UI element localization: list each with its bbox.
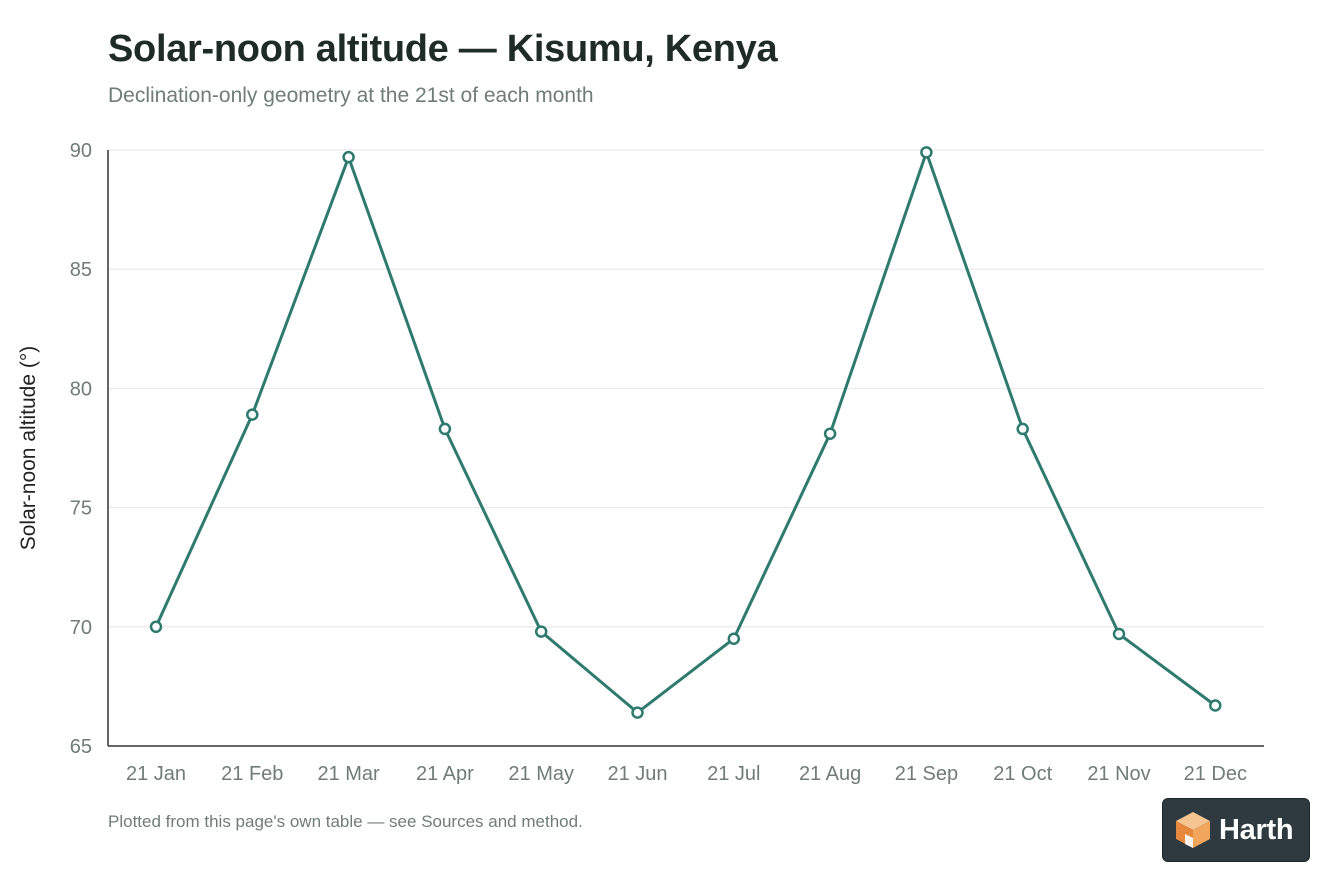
- grid-lines: [108, 149, 1264, 628]
- data-point[interactable]: [1209, 699, 1222, 712]
- x-tick-label: 21 May: [508, 763, 574, 785]
- data-points: [149, 146, 1222, 719]
- y-tick-labels: 65 70 75 80 85 90: [70, 140, 92, 758]
- data-point[interactable]: [920, 146, 933, 159]
- x-tick-label: 21 Feb: [221, 763, 283, 785]
- data-point[interactable]: [438, 422, 452, 436]
- y-tick-label: 80: [70, 378, 92, 400]
- harth-cube-icon: [1176, 812, 1210, 848]
- brand-logo[interactable]: Harth: [1162, 798, 1310, 862]
- chart-title: Solar-noon altitude — Kisumu, Kenya: [108, 28, 778, 70]
- x-tick-label: 21 Dec: [1184, 763, 1247, 785]
- data-point[interactable]: [149, 620, 163, 634]
- chart-subtitle: Declination-only geometry at the 21st of…: [108, 84, 594, 107]
- x-tick-label: 21 Aug: [799, 763, 861, 785]
- x-tick-label: 21 Jan: [126, 763, 186, 785]
- data-point[interactable]: [823, 427, 837, 440]
- x-tick-label: 21 Apr: [416, 763, 474, 785]
- x-tick-label: 21 Nov: [1087, 763, 1150, 785]
- y-tick-label: 90: [70, 140, 92, 162]
- brand-name: Harth: [1219, 813, 1294, 846]
- footnote: Plotted from this page's own table — see…: [108, 812, 583, 831]
- y-tick-label: 85: [70, 259, 92, 281]
- data-point[interactable]: [631, 706, 644, 719]
- series-line-group: [154, 150, 1217, 715]
- x-tick-label: 21 Mar: [317, 763, 380, 785]
- y-tick-label: 65: [70, 736, 92, 758]
- data-point[interactable]: [1016, 422, 1029, 436]
- x-tick-label: 21 Jun: [607, 763, 667, 785]
- y-axis-label: Solar-noon altitude (°): [17, 346, 40, 551]
- y-tick-label: 70: [70, 617, 92, 639]
- data-point[interactable]: [727, 632, 741, 645]
- data-point[interactable]: [342, 150, 355, 164]
- data-point[interactable]: [534, 625, 548, 638]
- axes: [107, 150, 1264, 747]
- x-tick-labels: 21 Jan 21 Feb 21 Mar 21 Apr 21 May 21 Jun 21 J…: [126, 763, 1247, 785]
- x-tick-label: 21 Sep: [895, 763, 958, 785]
- series-line: [154, 150, 1217, 715]
- x-tick-label: 21 Jul: [707, 763, 760, 785]
- y-tick-label: 75: [70, 498, 92, 520]
- data-point[interactable]: [246, 408, 259, 421]
- x-tick-label: 21 Oct: [993, 763, 1052, 785]
- data-point[interactable]: [1112, 627, 1126, 641]
